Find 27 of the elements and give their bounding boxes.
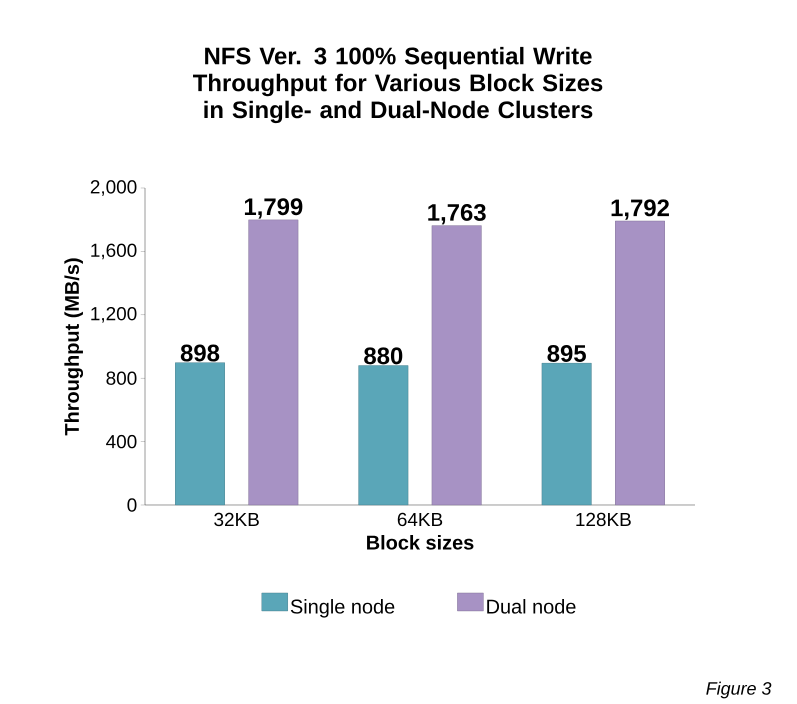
x-tick-label: 128KB [576, 512, 631, 526]
y-tick-label: 800 [106, 372, 136, 385]
y-axis-title: Throughput (MB/s) [64, 258, 84, 436]
x-axis-title: Block sizes [367, 535, 474, 550]
x-tick-label: 64KB [398, 512, 442, 526]
legend-label: Single node [290, 599, 394, 618]
y-tick-label: 1,600 [91, 244, 136, 260]
y-tick-label: 400 [106, 434, 136, 448]
data-label: 1,763 [428, 204, 486, 224]
data-label: 1,799 [244, 198, 302, 219]
bar [615, 220, 665, 506]
bar [248, 220, 298, 506]
caption: Figure 3 [706, 682, 772, 698]
chart-title: NFS Ver. 3 100% Sequential Write Throughput for Various Block Sizes in Single- and Dual-Node Clusters [193, 46, 602, 124]
bar [432, 225, 482, 506]
bar [358, 365, 408, 506]
data-label: 895 [547, 345, 586, 362]
legend-label: Dual node [487, 599, 576, 614]
data-label: 1,792 [612, 199, 669, 220]
x-tick-label: 32KB [214, 512, 259, 526]
y-tick-label: 0 [127, 498, 136, 512]
y-tick-label: 2,000 [90, 180, 136, 196]
bar [542, 362, 592, 506]
data-label: 898 [180, 344, 220, 362]
data-label: 880 [364, 347, 402, 364]
bar [175, 362, 225, 506]
y-tick-label: 1,200 [91, 306, 136, 323]
